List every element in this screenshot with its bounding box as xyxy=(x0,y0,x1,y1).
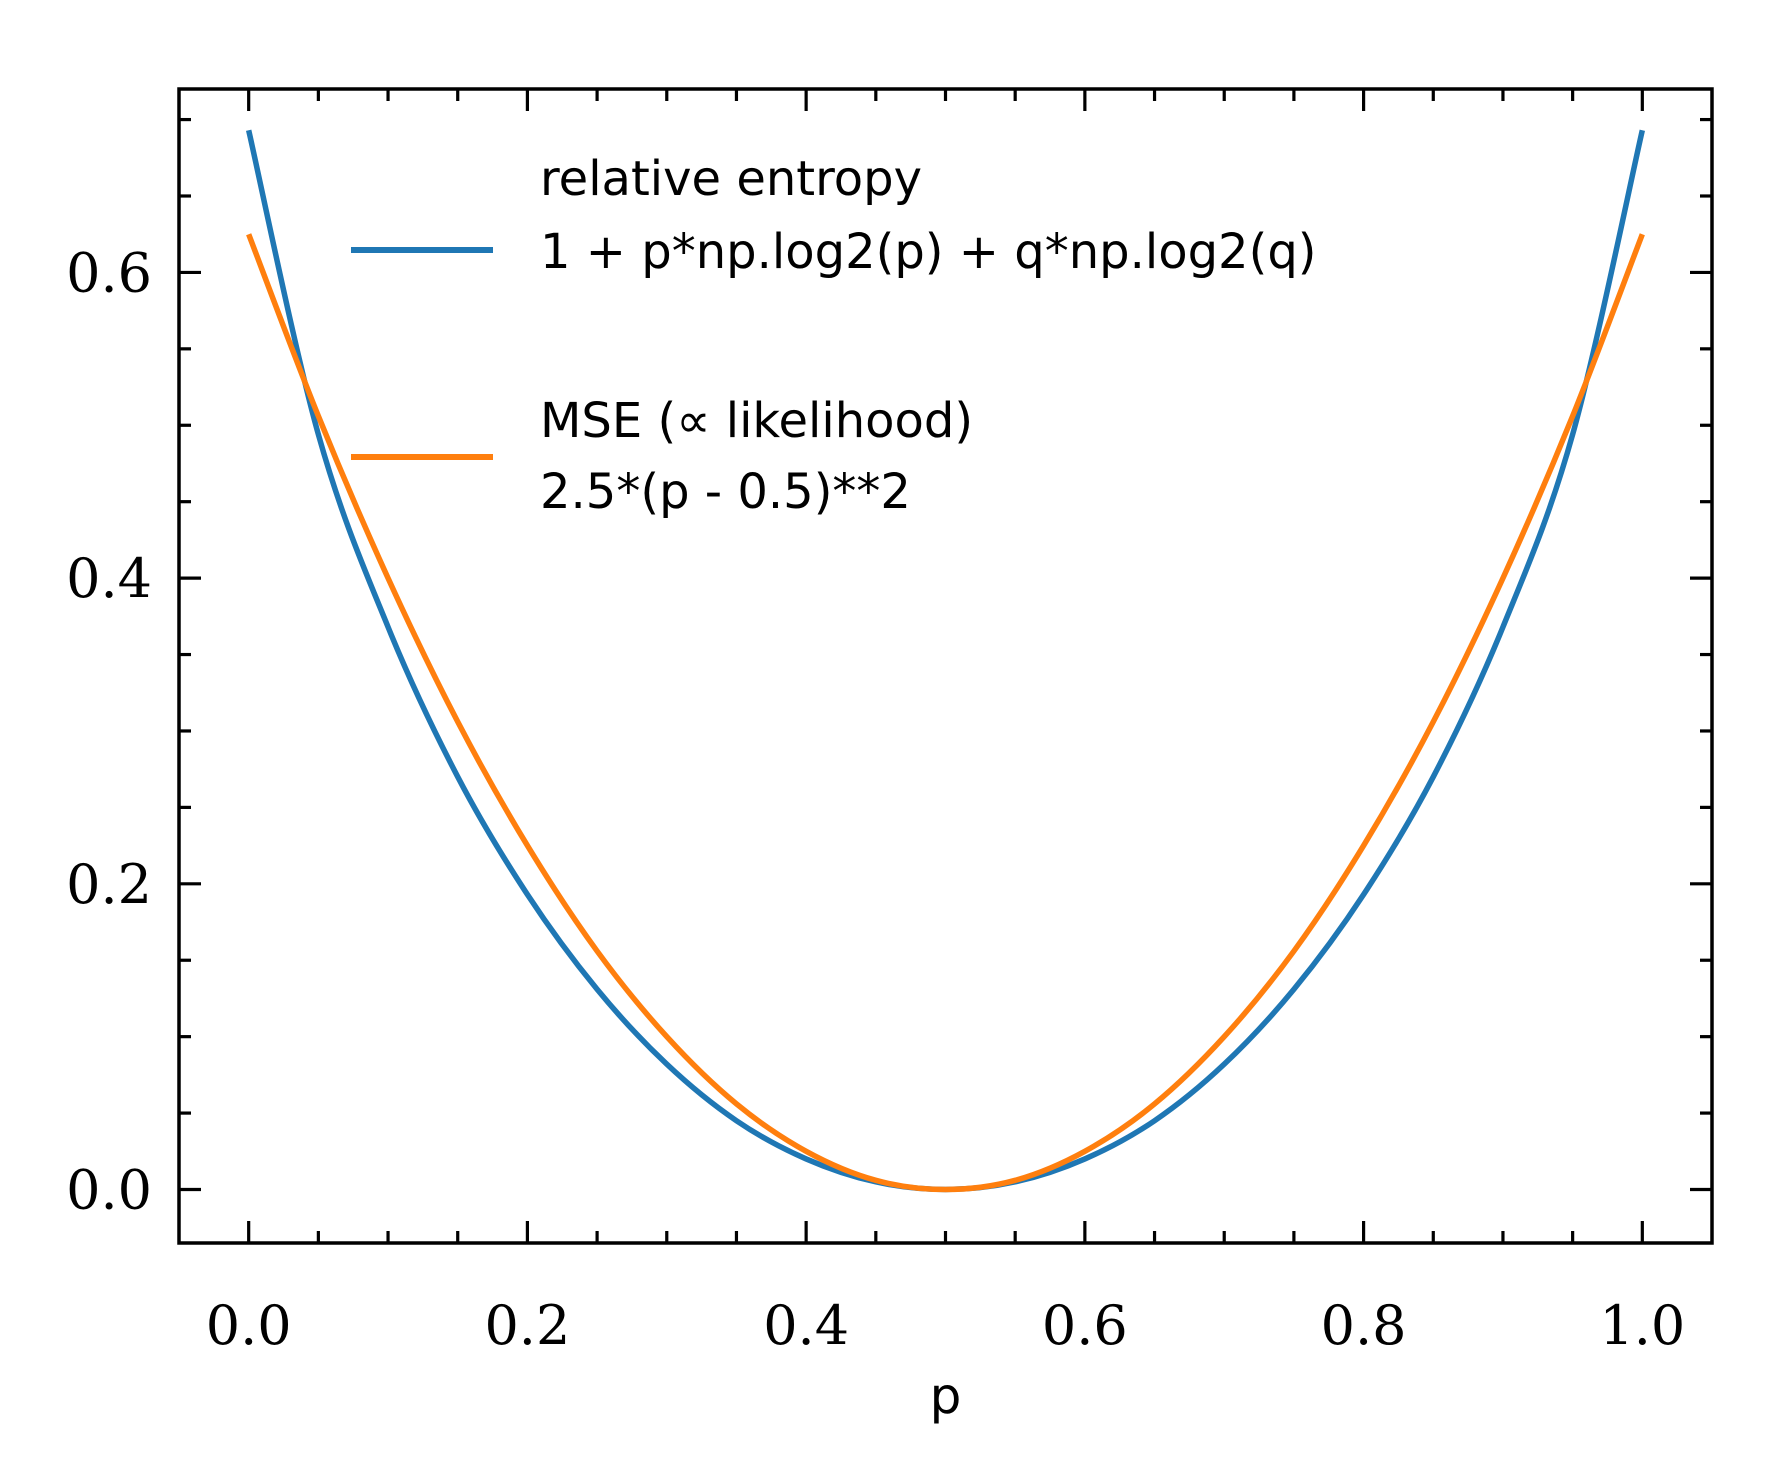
y-tick-label: 0.0 xyxy=(66,1159,152,1222)
y-tick-label: 0.6 xyxy=(66,241,152,304)
y-tick-label: 0.2 xyxy=(66,853,152,916)
legend-label: MSE (∝ likelihood) xyxy=(540,393,973,449)
x-tick-label: 0.6 xyxy=(1042,1294,1128,1357)
tick-layer xyxy=(179,89,1712,1243)
series-line-mse xyxy=(246,233,1645,1193)
tick-label-layer: 0.0 0.2 0.4 0.6 0.8 1.0 0.0 0.2 0.4 0.6 xyxy=(66,241,1685,1357)
x-tick-label: 0.2 xyxy=(484,1294,570,1357)
y-tick-label: 0.4 xyxy=(66,547,152,610)
x-tick-label: 0.4 xyxy=(763,1294,849,1357)
legend-label: relative entropy xyxy=(540,151,922,207)
series-layer xyxy=(245,129,1646,1193)
axes-frame xyxy=(177,87,1714,1245)
x-tick-label: 0.8 xyxy=(1321,1294,1407,1357)
legend-entry: relative entropy 1 + p*np.log2(p) + q*np.… xyxy=(351,151,1317,280)
legend-entry: MSE (∝ likelihood) 2.5*(p - 0.5)**2 xyxy=(351,393,973,520)
legend-label: 1 + p*np.log2(p) + q*np.log2(q) xyxy=(540,224,1317,280)
x-tick-label: 0.0 xyxy=(206,1294,292,1357)
legend: relative entropy 1 + p*np.log2(p) + q*np.… xyxy=(351,151,1317,520)
legend-label: 2.5*(p - 0.5)**2 xyxy=(540,464,911,520)
x-axis-label: p xyxy=(930,1367,962,1425)
x-tick-label: 1.0 xyxy=(1599,1294,1685,1357)
